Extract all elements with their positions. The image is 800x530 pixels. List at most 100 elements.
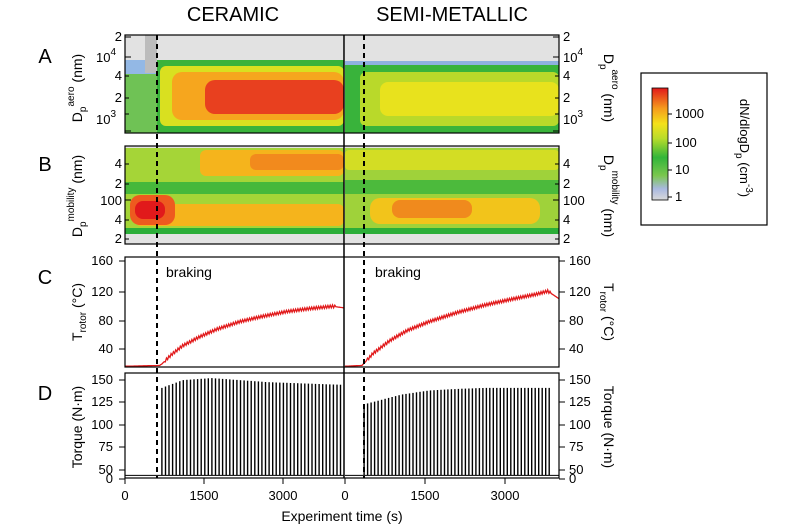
axis-title-d-right: Torque (N·m) bbox=[601, 386, 617, 468]
panel-label-c: C bbox=[38, 267, 52, 289]
ticklabels-c-left: 160 120 80 40 bbox=[91, 253, 113, 356]
heatmap-b-ceramic-upper2 bbox=[250, 154, 344, 170]
ticklabel-d-right-50: 50 bbox=[569, 462, 583, 477]
panel-d-torque-plot bbox=[125, 378, 559, 476]
ticklabel-c-left-160: 160 bbox=[91, 253, 113, 268]
ticklabel-b-right-4top: 4 bbox=[563, 156, 570, 171]
axis-title-a-right: Dpaero (nm) bbox=[597, 54, 620, 122]
panel-a-heatmap bbox=[125, 35, 559, 133]
colorbar-tick-10: 10 bbox=[675, 162, 689, 177]
colorbar-tick-1000: 1000 bbox=[675, 106, 704, 121]
ticklabel-d-left-125: 125 bbox=[91, 394, 113, 409]
panel-b-heatmap bbox=[125, 146, 559, 244]
ticklabels-a-left: 2 104 4 2 4 2 103 bbox=[96, 29, 122, 127]
ticklabel-a-left-2top: 2 bbox=[115, 29, 122, 44]
ticklabel-b-right-2: 2 bbox=[563, 231, 570, 246]
ticklabel-d-right-75: 75 bbox=[569, 439, 583, 454]
axis-title-c-left: Trotor (°C) bbox=[69, 283, 89, 341]
ticklabel-a-right-4: 4 bbox=[563, 68, 570, 83]
xtick-semi-0: 0 bbox=[341, 488, 348, 503]
ticklabels-c-right: 160 120 80 40 bbox=[569, 253, 591, 356]
heatmap-a-ceramic-mask bbox=[145, 35, 157, 73]
ticklabels-x: 0 1500 3000 0 1500 3000 bbox=[121, 488, 519, 503]
heatmap-a-semi-top bbox=[345, 61, 559, 65]
ticklabel-c-left-40: 40 bbox=[99, 341, 113, 356]
panel-c-temperature-plot bbox=[125, 287, 560, 367]
ticklabel-a-right-1e4: 104 bbox=[563, 47, 583, 65]
axis-title-b-left: Dpmobility (nm) bbox=[66, 155, 89, 237]
colorbar: 1000 100 10 1 dN/dlogDp (cm-3) bbox=[640, 72, 768, 226]
ticklabel-b-left-4: 4 bbox=[115, 212, 122, 227]
frame-c bbox=[124, 256, 560, 368]
xtick-semi-3000: 3000 bbox=[491, 488, 520, 503]
panel-label-b: B bbox=[38, 154, 51, 176]
ticklabels-d-right: 150 125 100 75 50 25 0 bbox=[569, 372, 591, 486]
ticklabel-c-right-40: 40 bbox=[569, 341, 583, 356]
heatmap-a-ceramic-early bbox=[125, 72, 157, 133]
heatmap-b-ceramic-early2 bbox=[135, 201, 165, 219]
header-semi-metallic: SEMI-METALLIC bbox=[376, 4, 528, 26]
ticklabels-a-right: 2 104 4 2 4 2 103 bbox=[563, 29, 583, 127]
ticklabel-c-right-80: 80 bbox=[569, 313, 583, 328]
ticklabel-d-left-75: 75 bbox=[99, 439, 113, 454]
colorbar-gradient bbox=[651, 87, 669, 201]
axis-title-c-right: Trotor (°C) bbox=[597, 283, 617, 341]
heatmap-a-ceramic-red bbox=[205, 80, 344, 114]
temperature-line-ceramic bbox=[125, 303, 345, 367]
ticklabel-a-left-2: 2 bbox=[115, 90, 122, 105]
xtick-semi-1500: 1500 bbox=[411, 488, 440, 503]
ticklabel-c-left-80: 80 bbox=[99, 313, 113, 328]
heatmap-b-semi-lower2 bbox=[392, 200, 472, 218]
ticklabel-d-left-0: 0 bbox=[106, 471, 113, 486]
ticklabel-d-right-125: 125 bbox=[569, 394, 591, 409]
ticklabel-c-left-120: 120 bbox=[91, 284, 113, 299]
ticklabel-a-right-1e3: 103 bbox=[563, 109, 583, 127]
axis-title-d-left: Torque (N·m) bbox=[69, 386, 85, 468]
frame-b bbox=[124, 145, 560, 245]
axis-title-a-left: Dpaero (nm) bbox=[66, 54, 89, 122]
ticklabel-a-right-2top: 2 bbox=[563, 29, 570, 44]
heatmap-a-semi-core bbox=[380, 82, 559, 116]
braking-label-semi-metallic: braking bbox=[375, 264, 421, 280]
ticklabel-b-left-2: 2 bbox=[115, 231, 122, 246]
panel-label-a: A bbox=[38, 46, 52, 68]
heatmap-b-semi-bottom bbox=[345, 228, 559, 234]
ticklabel-a-left-4: 4 bbox=[115, 68, 122, 83]
temperature-line-semi-metallic bbox=[345, 287, 560, 367]
heatmap-b-ceramic-green bbox=[125, 182, 344, 194]
ticklabel-b-left-2top: 2 bbox=[115, 176, 122, 191]
ticklabels-b-right: 4 2 100 4 2 bbox=[563, 156, 585, 246]
ticklabel-d-left-100: 100 bbox=[91, 417, 113, 432]
heatmap-b-ceramic-bottom bbox=[125, 228, 344, 234]
frame-a bbox=[124, 34, 560, 134]
ticklabel-a-right-2: 2 bbox=[563, 90, 570, 105]
ticklabel-b-left-100: 100 bbox=[100, 193, 122, 208]
ticklabel-b-right-100: 100 bbox=[563, 193, 585, 208]
heatmap-b-semi-green bbox=[345, 180, 559, 194]
ticklabel-d-right-150: 150 bbox=[569, 372, 591, 387]
xtick-ceramic-0: 0 bbox=[121, 488, 128, 503]
ticklabel-b-right-2top: 2 bbox=[563, 176, 570, 191]
ticklabel-b-right-4: 4 bbox=[563, 212, 570, 227]
ticklabel-d-left-50: 50 bbox=[99, 462, 113, 477]
header-ceramic: CERAMIC bbox=[187, 4, 279, 26]
colorbar-label: dN/dlogDp (cm-3) bbox=[733, 99, 754, 197]
ticklabel-a-left-1e3: 103 bbox=[96, 109, 116, 127]
ticklabel-b-left-4top: 4 bbox=[115, 156, 122, 171]
ticklabel-c-right-120: 120 bbox=[569, 284, 591, 299]
axis-title-b-right: Dpmobility (nm) bbox=[597, 155, 620, 237]
heatmap-b-semi-upper bbox=[345, 150, 559, 170]
panel-label-d: D bbox=[38, 383, 52, 405]
ticklabel-c-right-160: 160 bbox=[569, 253, 591, 268]
ticklabel-a-left-1e4: 104 bbox=[96, 47, 116, 65]
heatmap-b-ceramic-lower bbox=[135, 204, 344, 226]
ticklabels-d-left: 150 125 100 75 50 25 0 bbox=[91, 372, 113, 486]
ticklabel-d-right-0: 0 bbox=[569, 471, 576, 486]
xtick-ceramic-3000: 3000 bbox=[269, 488, 298, 503]
ticklabel-d-left-150: 150 bbox=[91, 372, 113, 387]
colorbar-tick-100: 100 bbox=[675, 135, 697, 150]
braking-label-ceramic: braking bbox=[166, 264, 212, 280]
ticklabels-b-left: 4 2 100 4 2 bbox=[100, 156, 122, 246]
x-axis-title: Experiment time (s) bbox=[281, 508, 402, 524]
